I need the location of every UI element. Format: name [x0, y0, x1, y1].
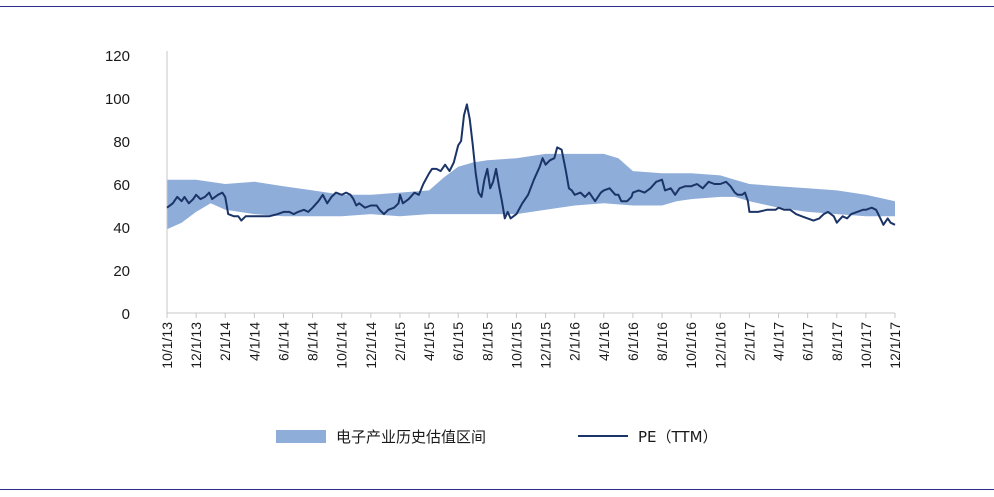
x-tick-label: 10/1/14	[334, 322, 350, 369]
legend: 电子产业历史估值区间 PE（TTM）	[0, 424, 994, 448]
y-tick-label: 100	[105, 91, 130, 108]
x-tick-label: 8/1/17	[829, 322, 845, 361]
y-tick-label: 0	[122, 306, 130, 323]
bottom-rule	[0, 489, 994, 490]
x-tick-label: 4/1/15	[421, 322, 437, 361]
y-tick-label: 40	[113, 220, 130, 237]
y-tick-label: 80	[113, 134, 130, 151]
x-tick-label: 4/1/17	[771, 322, 787, 361]
axis-layer	[166, 51, 896, 318]
x-tick-label: 12/1/13	[188, 322, 204, 369]
pe-ttm-line	[166, 103, 896, 226]
x-tick-label: 12/1/15	[538, 322, 554, 369]
x-tick-label: 6/1/17	[800, 322, 816, 361]
x-tick-label: 8/1/15	[479, 322, 495, 361]
y-tick-label: 20	[113, 263, 130, 280]
x-tick-label: 10/1/16	[683, 322, 699, 369]
legend-pe-swatch	[578, 435, 628, 437]
legend-item-band: 电子产业历史估值区间	[276, 424, 486, 448]
legend-band-swatch	[276, 429, 326, 443]
legend-item-pe: PE（TTM）	[578, 424, 718, 448]
x-tick-label: 2/1/17	[741, 322, 757, 361]
x-tick-label: 6/1/14	[275, 322, 291, 361]
x-tick-label: 2/1/15	[392, 322, 408, 361]
y-tick-labels: 0 20 40 60 80 100 120	[105, 48, 130, 323]
x-tick-label: 10/1/17	[858, 322, 874, 369]
x-tick-label: 2/1/16	[567, 322, 583, 361]
x-tick-label: 8/1/16	[654, 322, 670, 361]
x-tick-label: 6/1/15	[450, 322, 466, 361]
x-tick-label: 2/1/14	[217, 322, 233, 361]
legend-band-label: 电子产业历史估值区间	[336, 427, 487, 446]
top-rule	[0, 6, 994, 7]
x-tick-label: 6/1/16	[625, 322, 641, 361]
legend-pe-label: PE（TTM）	[638, 427, 718, 446]
valuation-band-area	[167, 153, 895, 230]
x-tick-label: 4/1/16	[596, 322, 612, 361]
x-tick-labels: 10/1/13 12/1/13 2/1/14 4/1/14 6/1/14 8/1/14 10…	[159, 322, 903, 369]
x-tick-label: 4/1/14	[246, 322, 262, 361]
x-tick-label: 12/1/14	[363, 322, 379, 369]
x-tick-label: 12/1/16	[712, 322, 728, 369]
x-tick-label: 10/1/15	[508, 322, 524, 369]
x-tick-label: 10/1/13	[159, 322, 175, 369]
pe-line-layer	[166, 103, 896, 226]
valuation-band-layer	[167, 153, 895, 230]
y-tick-label: 120	[105, 48, 130, 65]
y-tick-label: 60	[113, 177, 130, 194]
x-tick-label: 12/1/17	[887, 322, 903, 369]
x-tick-label: 8/1/14	[305, 322, 321, 361]
